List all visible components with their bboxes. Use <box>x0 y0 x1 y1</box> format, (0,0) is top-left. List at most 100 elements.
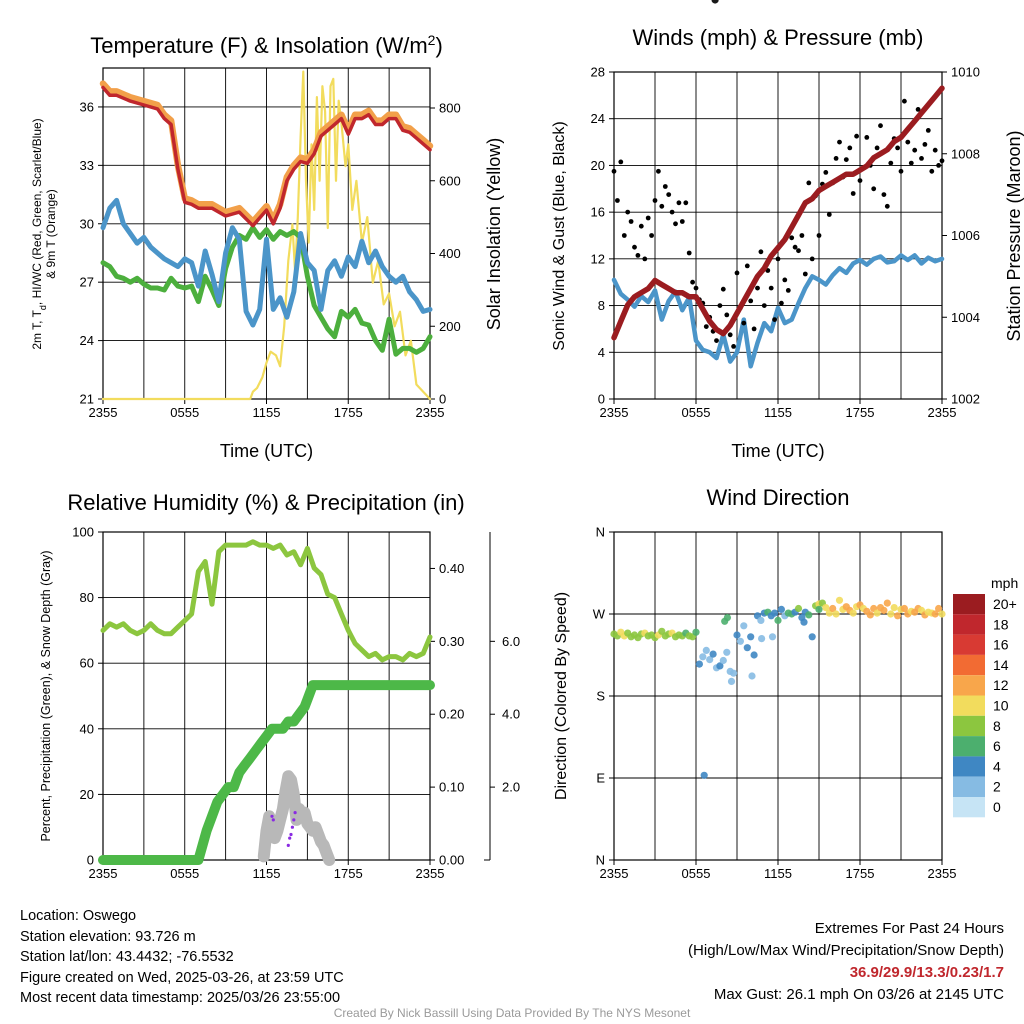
direction-point <box>777 605 786 614</box>
precip-tick-label: 0.10 <box>439 780 464 795</box>
legend-swatch <box>953 614 985 635</box>
precip-tick-label: 0.00 <box>439 853 464 868</box>
gust-point <box>874 145 880 151</box>
y-tick-label: S <box>596 689 605 704</box>
gust-point <box>659 203 665 209</box>
legend-swatch <box>953 634 985 655</box>
x-tick-label: 1755 <box>846 866 875 881</box>
temperature-9m-line <box>99 80 434 226</box>
x-tick-label: 2355 <box>416 866 445 881</box>
gust-point <box>666 192 672 198</box>
direction-point <box>938 610 946 618</box>
gust-point <box>731 344 736 349</box>
y-axis-label: Sonic Wind & Gust (Blue, Black) <box>551 121 568 350</box>
chart-title: Temperature (F) & Insolation (W/m2) <box>90 32 443 58</box>
precipitation-line <box>98 680 435 865</box>
gust-point <box>656 168 661 174</box>
humidity-line <box>100 539 433 663</box>
gust-point <box>908 160 914 166</box>
legend-swatch <box>953 675 985 696</box>
direction-point <box>808 633 816 641</box>
direction-point <box>894 612 902 620</box>
direction-point <box>721 617 729 625</box>
legend-swatch <box>953 736 985 757</box>
direction-point <box>719 656 727 665</box>
direction-point <box>692 628 700 636</box>
gust-point <box>850 191 856 196</box>
gust-point <box>611 168 617 174</box>
gust-point <box>806 180 812 186</box>
snow-depth-line <box>257 770 336 866</box>
y2-tick-label: 600 <box>439 173 461 188</box>
snow-marker-point <box>292 818 296 822</box>
direction-point <box>822 604 830 612</box>
recent-data-text: Most recent data timestamp: 2025/03/26 2… <box>20 990 341 1006</box>
extremes-block: Extremes For Past 24 Hours (High/Low/Max… <box>688 918 1004 1006</box>
gust-point <box>744 263 750 269</box>
gust-point <box>649 233 654 238</box>
snow-depth-tick-label: 4.0 <box>502 707 520 722</box>
direction-point <box>931 610 939 618</box>
direction-point <box>730 669 738 677</box>
elevation-text: Station elevation: 93.726 m <box>20 928 196 945</box>
y2-tick-label: 1008 <box>951 146 980 161</box>
legend-label: 12 <box>993 677 1009 693</box>
gust-point <box>635 253 641 258</box>
y2-tick-label: 800 <box>439 101 461 116</box>
y-tick-label: 28 <box>591 65 605 80</box>
gust-point <box>703 324 709 329</box>
x-tick-label: 1155 <box>764 405 792 420</box>
legend-swatch <box>953 776 985 797</box>
y-tick-label: 0 <box>598 392 605 407</box>
gust-point <box>932 147 938 153</box>
gust-point <box>724 312 730 318</box>
x-tick-label: 1155 <box>764 866 792 881</box>
direction-point <box>815 605 823 614</box>
snow-marker-point <box>270 814 274 818</box>
wind-chill-line <box>100 197 433 328</box>
gust-point <box>628 219 634 224</box>
extremes-subheader: (High/Low/Max Wind/Precipitation/Snow De… <box>688 942 1004 959</box>
precip-tick-label: 0.20 <box>439 707 464 722</box>
direction-point <box>702 646 710 655</box>
direction-point <box>743 644 751 652</box>
y-tick-label: 30 <box>80 216 94 231</box>
direction-point <box>706 656 714 664</box>
x-tick-label: 0555 <box>682 405 711 420</box>
legend-label: 4 <box>993 758 1001 774</box>
gust-point <box>922 142 928 147</box>
extremes-values: 36.9/29.9/13.3/0.23/1.7 <box>849 964 1004 981</box>
gust-point <box>748 298 754 304</box>
x-tick-label: 0555 <box>170 405 199 420</box>
direction-point <box>709 650 717 658</box>
legend-label: 0 <box>993 799 1001 815</box>
y-tick-label: W <box>593 607 606 622</box>
direction-point <box>750 651 758 659</box>
gust-point <box>638 223 644 229</box>
gust-point <box>618 159 624 165</box>
gust-point <box>915 107 921 112</box>
y-axis-label: Percent, Precipitation (Green), & Snow D… <box>39 550 53 841</box>
x-tick-label: 0555 <box>682 866 711 881</box>
y-tick-label: 12 <box>591 251 605 266</box>
direction-point <box>757 616 765 625</box>
gust-point <box>792 244 798 250</box>
chart-title: Winds (mph) & Pressure (mb) <box>633 25 924 50</box>
precip-tick-label: 0.30 <box>439 634 464 649</box>
x-tick-label: 0555 <box>170 866 199 881</box>
y-tick-label: E <box>596 771 605 786</box>
gust-point <box>768 285 774 291</box>
legend-swatch <box>953 654 985 676</box>
direction-point <box>849 609 857 617</box>
gust-point <box>871 186 877 192</box>
x-tick-label: 2355 <box>600 405 629 420</box>
y-tick-label: N <box>596 853 605 868</box>
legend-swatch <box>953 594 985 615</box>
y2-tick-label: 200 <box>439 319 461 334</box>
snow-marker-point <box>288 836 292 840</box>
gust-point <box>884 203 890 209</box>
gust-point <box>758 249 764 255</box>
direction-point <box>733 631 741 639</box>
y-tick-label: 80 <box>80 590 94 605</box>
